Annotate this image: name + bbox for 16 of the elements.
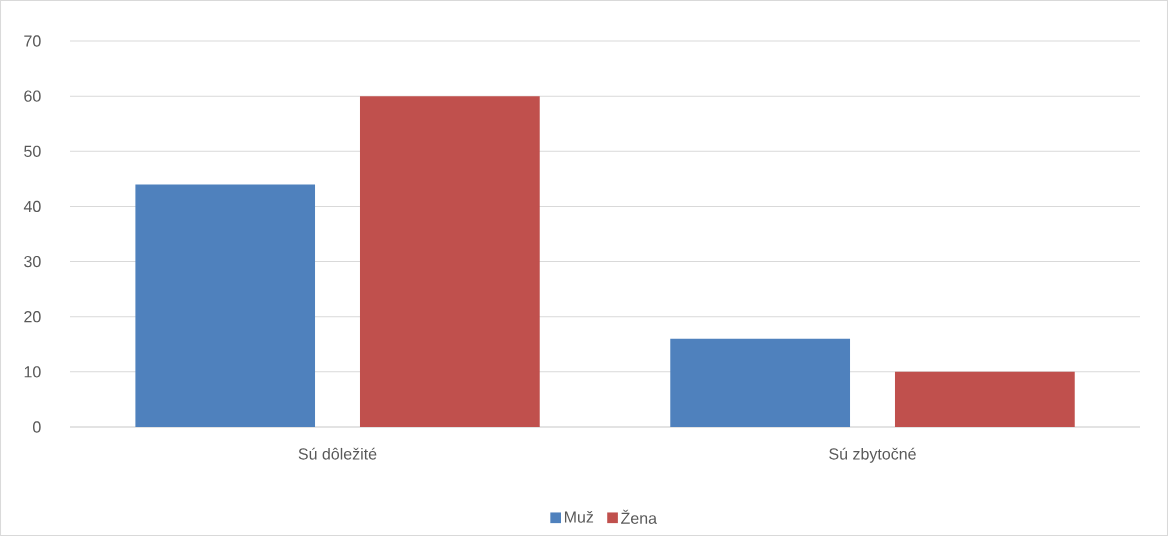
y-tick-label: 50 — [24, 145, 41, 157]
legend-label: Muž — [564, 510, 594, 523]
bar — [135, 184, 316, 427]
bar — [670, 338, 851, 427]
y-tick-label: 30 — [24, 255, 41, 268]
y-tick-label: 60 — [24, 90, 41, 102]
y-tick-label: 40 — [23, 200, 41, 213]
y-tick-label: 70 — [24, 35, 41, 47]
x-tick-label: Sú zbytočné — [829, 447, 916, 463]
x-tick-label: Sú dôležité — [298, 447, 377, 460]
y-tick-label: 20 — [24, 311, 41, 323]
bar — [359, 96, 540, 427]
y-tick-label: 0 — [33, 421, 41, 433]
y-tick-label: 10 — [24, 366, 41, 378]
bar — [894, 371, 1075, 427]
legend-label: Žena — [621, 509, 658, 524]
